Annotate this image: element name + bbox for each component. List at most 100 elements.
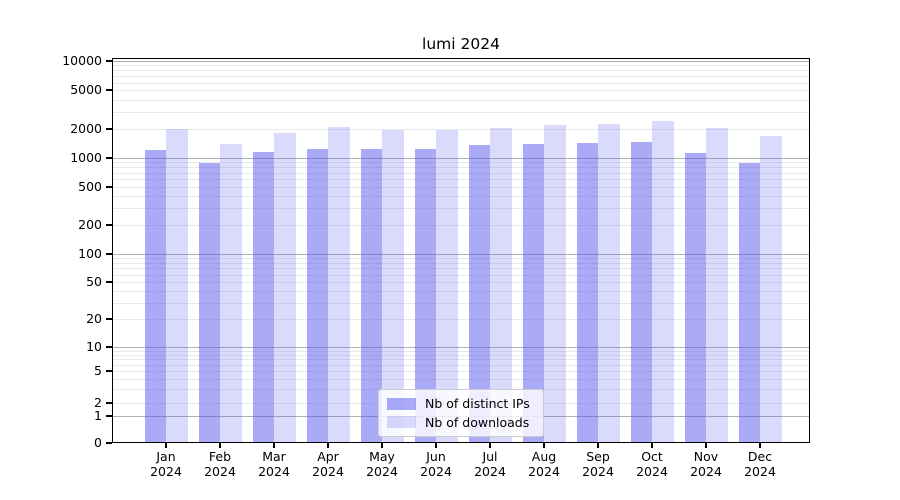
y-tick-mark [106, 442, 112, 444]
x-tick-label-month: Oct [641, 449, 663, 464]
gridline-minor [112, 172, 810, 174]
chart-title: lumi 2024 [422, 35, 500, 53]
gridline-minor [112, 378, 810, 380]
x-tick-label-month: Feb [208, 449, 232, 464]
y-tick-mark [106, 253, 112, 255]
x-tick-label: Feb 2024 [192, 449, 248, 479]
x-tick-label-month: Apr [317, 449, 339, 464]
gridline-minor [112, 76, 810, 78]
x-tick-mark [273, 443, 275, 448]
x-tick-label: Jan 2024 [138, 449, 194, 479]
bar-downloads-jan [166, 128, 188, 443]
gridline-minor [112, 111, 810, 113]
plot-area [112, 58, 810, 443]
x-tick-label-year: 2024 [636, 464, 668, 479]
y-tick-mark [106, 186, 112, 188]
x-tick-label: Sep 2024 [570, 449, 626, 479]
y-tick-mark [106, 60, 112, 62]
x-tick-label-year: 2024 [690, 464, 722, 479]
x-tick-label-year: 2024 [744, 464, 776, 479]
x-tick-label-month: Jul [482, 449, 498, 464]
x-tick-label-year: 2024 [420, 464, 452, 479]
x-tick-label: Dec 2024 [732, 449, 788, 479]
x-tick-label-month: Mar [262, 449, 286, 464]
gridline-major [112, 254, 810, 255]
x-tick-label-year: 2024 [258, 464, 290, 479]
gridline-minor [112, 350, 810, 352]
gridline-minor [112, 291, 810, 292]
y-tick-mark [106, 89, 112, 91]
gridline-minor [112, 263, 810, 264]
gridline-minor [112, 268, 810, 270]
bar-downloads-jun [436, 129, 458, 443]
x-tick-label-month: Dec [747, 449, 773, 464]
bar-downloads-apr [328, 127, 350, 443]
y-tick-mark [106, 281, 112, 283]
legend-swatch-distinct-ips [387, 397, 416, 410]
gridline-minor [112, 196, 810, 198]
gridline-minor [112, 371, 810, 372]
legend-swatch-downloads [387, 416, 416, 429]
bar-distinct-ips-apr [306, 149, 328, 443]
gridline-minor [112, 359, 810, 361]
x-tick-label-month: Nov [693, 449, 719, 464]
gridline-minor [112, 162, 810, 164]
gridline-minor [112, 167, 810, 169]
gridline-minor [112, 128, 810, 130]
bar-distinct-ips-feb [198, 162, 220, 443]
x-tick-label-month: Jan [156, 449, 176, 464]
bar-downloads-feb [220, 143, 242, 443]
x-tick-label-year: 2024 [150, 464, 182, 479]
gridline-minor [112, 99, 810, 101]
gridline-minor [112, 302, 810, 304]
bar-distinct-ips-nov [684, 153, 706, 443]
bar-downloads-aug [544, 124, 566, 443]
gridline-minor [112, 82, 810, 84]
x-tick-label-month: Sep [586, 449, 610, 464]
legend-label-distinct-ips: Nb of distinct IPs [425, 396, 530, 412]
x-tick-label-month: May [369, 449, 395, 464]
x-tick-mark [759, 443, 761, 448]
y-tick-mark [106, 128, 112, 130]
x-tick-mark [435, 443, 437, 448]
x-tick-mark [543, 443, 545, 448]
x-tick-mark [381, 443, 383, 448]
bar-distinct-ips-mar [252, 152, 274, 443]
gridline-minor [112, 208, 810, 210]
x-tick-mark [165, 443, 167, 448]
y-tick-label: 2 [94, 395, 102, 410]
y-tick-label: 500 [78, 178, 102, 194]
y-tick-mark [106, 318, 112, 320]
y-tick-mark [106, 402, 112, 404]
gridline-minor [112, 364, 810, 366]
bar-distinct-ips-oct [630, 142, 652, 443]
x-tick-mark [327, 443, 329, 448]
y-tick-label: 1 [94, 408, 102, 423]
y-tick-label: 200 [78, 217, 102, 233]
x-tick-label-year: 2024 [204, 464, 236, 479]
bar-downloads-jul [490, 128, 512, 443]
gridline-minor [112, 281, 810, 283]
y-tick-label: 20 [86, 311, 102, 326]
bar-downloads-oct [652, 120, 674, 443]
y-tick-label: 100 [78, 246, 102, 261]
x-tick-mark [705, 443, 707, 448]
bar-distinct-ips-jun [414, 148, 436, 443]
gridline-major [112, 158, 810, 159]
gridline-minor [112, 186, 810, 188]
gridline-minor [112, 274, 810, 276]
legend: Nb of distinct IPs Nb of downloads [378, 389, 544, 437]
x-tick-mark [219, 443, 221, 448]
x-tick-label-year: 2024 [582, 464, 614, 479]
gridline-minor [112, 70, 810, 72]
y-tick-label: 10 [86, 339, 102, 354]
x-tick-label: Apr 2024 [300, 449, 356, 479]
x-tick-label: Nov 2024 [678, 449, 734, 479]
bar-downloads-dec [760, 135, 782, 443]
bar-downloads-mar [274, 132, 296, 443]
gridline-minor [112, 179, 810, 181]
y-tick-label: 5000 [70, 82, 102, 98]
y-tick-mark [106, 157, 112, 159]
bar-distinct-ips-jul [468, 145, 490, 443]
gridline-minor [112, 354, 810, 356]
